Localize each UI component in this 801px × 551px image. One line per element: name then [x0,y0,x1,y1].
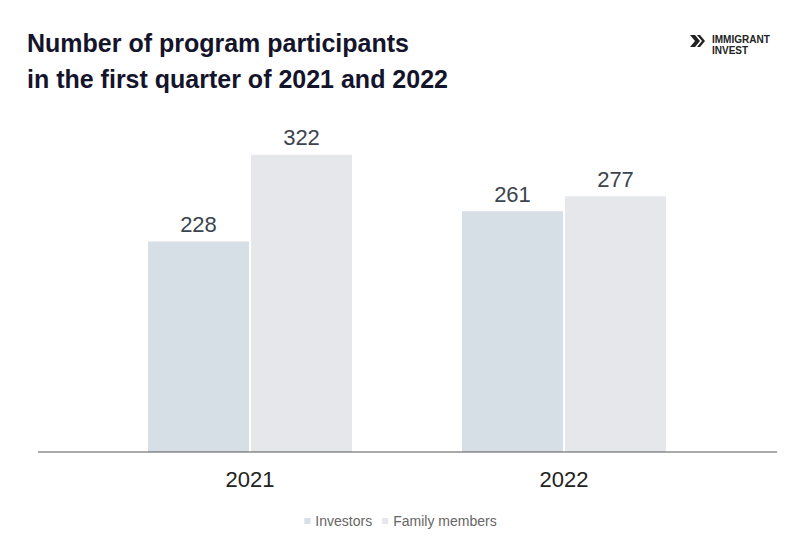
svg-text:IMMIGRANT: IMMIGRANT [712,34,770,45]
svg-text:Number of program participants: Number of program participants [27,29,409,57]
svg-text:2021: 2021 [226,467,275,492]
svg-text:228: 228 [180,212,217,237]
svg-text:Family members: Family members [393,513,496,529]
svg-text:2022: 2022 [540,467,589,492]
svg-text:322: 322 [283,125,320,150]
svg-text:INVEST: INVEST [712,45,748,56]
svg-text:Investors: Investors [315,513,372,529]
svg-text:261: 261 [494,182,531,207]
svg-text:277: 277 [597,167,634,192]
svg-text:in the first quarter of 2021 a: in the first quarter of 2021 and 2022 [27,65,448,93]
